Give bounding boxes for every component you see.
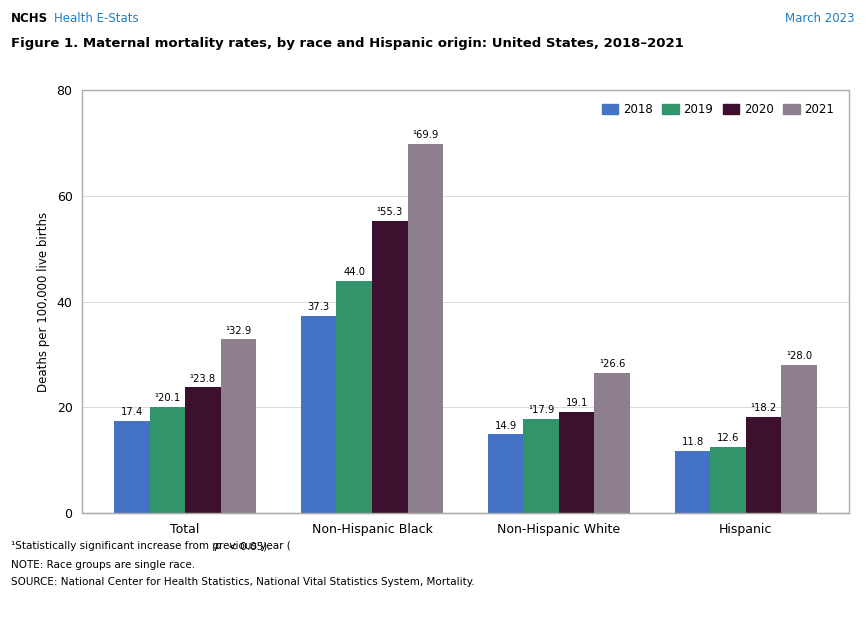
Text: 11.8: 11.8	[682, 437, 704, 447]
Bar	[559, 412, 594, 513]
Bar	[488, 434, 523, 513]
Text: ¹55.3: ¹55.3	[377, 207, 403, 217]
Text: 19.1: 19.1	[565, 399, 588, 409]
Bar	[408, 144, 443, 513]
Text: < 0.05).: < 0.05).	[225, 541, 271, 551]
Bar	[781, 365, 817, 513]
Text: ¹18.2: ¹18.2	[751, 403, 777, 413]
Text: ¹23.8: ¹23.8	[190, 374, 216, 384]
Text: Figure 1. Maternal mortality rates, by race and Hispanic origin: United States, : Figure 1. Maternal mortality rates, by r…	[11, 37, 684, 50]
Text: SOURCE: National Center for Health Statistics, National Vital Statistics System,: SOURCE: National Center for Health Stati…	[11, 577, 475, 587]
Bar	[150, 407, 185, 513]
Text: 17.4: 17.4	[120, 407, 143, 417]
Text: ¹28.0: ¹28.0	[786, 351, 812, 361]
Bar	[337, 281, 372, 513]
Text: ¹17.9: ¹17.9	[528, 405, 554, 415]
Y-axis label: Deaths per 100,000 live births: Deaths per 100,000 live births	[36, 211, 49, 392]
Text: ¹32.9: ¹32.9	[225, 325, 251, 335]
Text: Health E-Stats: Health E-Stats	[54, 12, 139, 26]
Text: NCHS: NCHS	[11, 12, 48, 26]
Text: March 2023: March 2023	[785, 12, 855, 26]
Text: 44.0: 44.0	[343, 267, 365, 277]
Bar	[185, 388, 221, 513]
Legend: 2018, 2019, 2020, 2021: 2018, 2019, 2020, 2021	[597, 98, 839, 121]
Bar	[301, 316, 337, 513]
Text: 14.9: 14.9	[494, 420, 517, 430]
Bar	[114, 421, 150, 513]
Bar	[710, 447, 746, 513]
Text: ¹69.9: ¹69.9	[412, 130, 438, 140]
Bar	[372, 221, 408, 513]
Text: 12.6: 12.6	[717, 433, 740, 443]
Bar	[746, 417, 781, 513]
Bar	[675, 451, 710, 513]
Text: ¹26.6: ¹26.6	[599, 359, 625, 369]
Text: ¹20.1: ¹20.1	[154, 393, 180, 403]
Text: 37.3: 37.3	[307, 302, 330, 312]
Bar	[594, 373, 630, 513]
Text: ¹Statistically significant increase from previous year (: ¹Statistically significant increase from…	[11, 541, 291, 551]
Bar	[523, 419, 559, 513]
Bar	[221, 339, 256, 513]
Text: p: p	[214, 541, 221, 551]
Text: NOTE: Race groups are single race.: NOTE: Race groups are single race.	[11, 560, 196, 570]
